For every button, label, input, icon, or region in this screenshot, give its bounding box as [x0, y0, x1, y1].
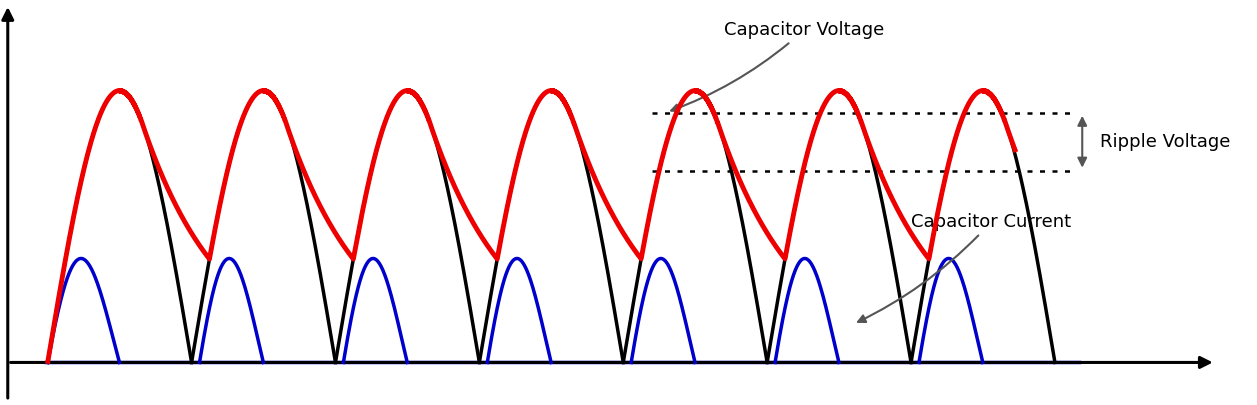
Text: Capacitor Voltage: Capacitor Voltage [671, 21, 885, 111]
Text: Capacitor Current: Capacitor Current [859, 213, 1071, 322]
Text: Ripple Voltage: Ripple Voltage [1100, 133, 1231, 151]
